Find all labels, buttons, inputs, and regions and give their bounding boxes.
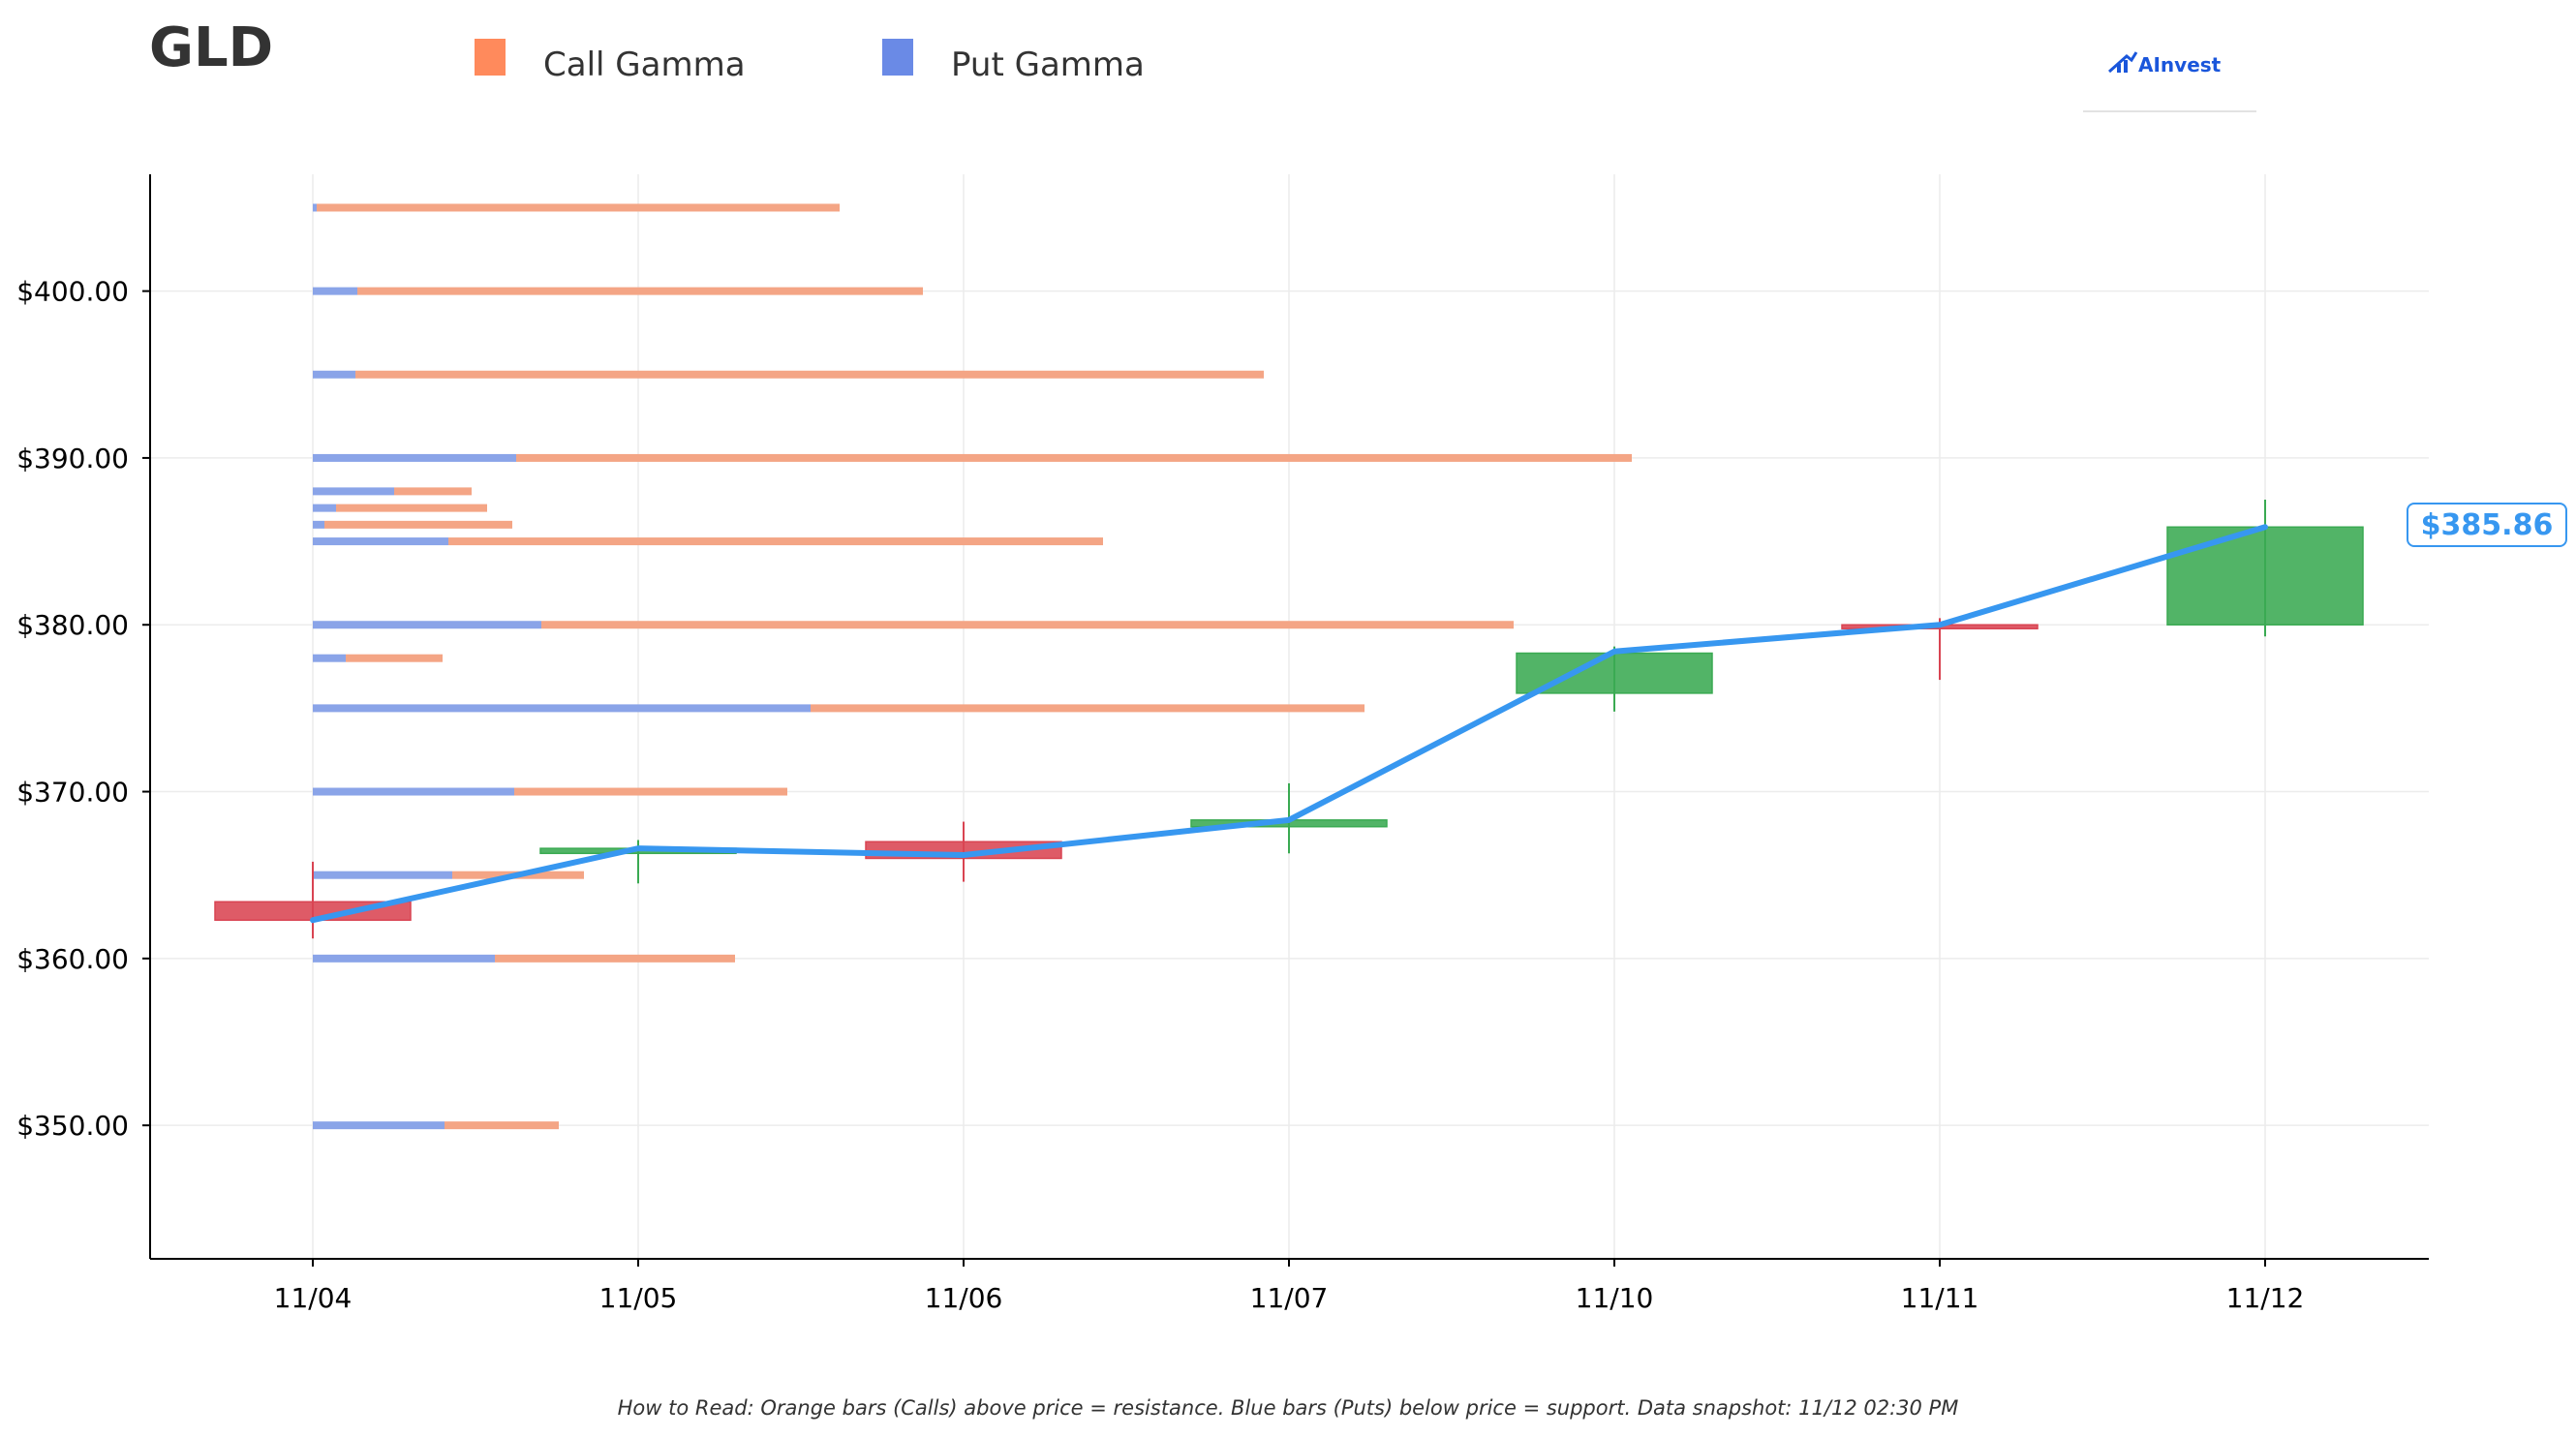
y-tick-label: $400.00 — [16, 276, 129, 308]
put-gamma-bar — [313, 871, 452, 879]
call-gamma-bar — [448, 537, 1103, 546]
y-tick-label: $370.00 — [16, 777, 129, 809]
call-gamma-bar — [317, 203, 840, 212]
price-line-group — [310, 524, 2268, 924]
grid — [150, 174, 2429, 1259]
put-gamma-bar — [313, 370, 355, 379]
put-gamma-bar — [313, 453, 516, 462]
last-price-box — [2407, 503, 2567, 547]
last-price-badge: $385.86 — [2407, 503, 2567, 547]
footnote: How to Read: Orange bars (Calls) above p… — [618, 1396, 1959, 1420]
put-gamma-bar — [313, 704, 811, 713]
put-gamma-bar — [313, 520, 324, 529]
call-gamma-bar — [394, 487, 472, 496]
x-tick-label: 11/07 — [1250, 1282, 1329, 1314]
call-gamma-bar — [357, 287, 923, 295]
price-line — [310, 524, 2268, 924]
legend: Call Gamma Put Gamma — [475, 39, 1145, 84]
put-gamma-bar — [313, 654, 346, 662]
legend-put-swatch — [882, 39, 913, 76]
call-gamma-bar — [516, 453, 1632, 462]
put-gamma-bar — [313, 621, 541, 629]
y-tick-label: $350.00 — [16, 1110, 129, 1142]
y-tick-label: $380.00 — [16, 609, 129, 641]
put-gamma-bar — [313, 287, 357, 295]
call-gamma-bar — [541, 621, 1514, 629]
call-gamma-bar — [445, 1121, 559, 1130]
legend-call-swatch — [475, 39, 506, 76]
x-tick-label: 11/06 — [925, 1282, 1003, 1314]
last-price-label: $385.86 — [2421, 508, 2554, 542]
put-gamma-bar — [313, 504, 336, 512]
call-gamma-bar — [336, 504, 487, 512]
tick-labels: $350.00 $360.00 $370.00 $380.00 $390.00 $400.… — [16, 276, 2304, 1314]
y-tick-label: $390.00 — [16, 443, 129, 474]
logo-text: AInvest — [2138, 53, 2222, 76]
y-tick-label: $360.00 — [16, 943, 129, 975]
call-gamma-bar — [324, 520, 512, 529]
candle-body — [2166, 526, 2364, 626]
call-gamma-bar — [495, 954, 735, 963]
gamma-bars — [313, 203, 1632, 1130]
legend-put-label: Put Gamma — [951, 46, 1145, 84]
axes — [142, 174, 2429, 1267]
x-tick-label: 11/04 — [274, 1282, 353, 1314]
x-tick-label: 11/05 — [599, 1282, 678, 1314]
x-tick-label: 11/12 — [2226, 1282, 2305, 1314]
put-gamma-bar — [313, 537, 448, 546]
candles — [214, 500, 2364, 939]
x-tick-label: 11/11 — [1901, 1282, 1979, 1314]
call-gamma-bar — [811, 704, 1365, 713]
put-gamma-bar — [313, 787, 514, 796]
ainvest-logo: AInvest — [2083, 51, 2256, 112]
call-gamma-bar — [355, 370, 1264, 379]
put-gamma-bar — [313, 203, 317, 212]
legend-call-label: Call Gamma — [543, 46, 746, 84]
put-gamma-bar — [313, 487, 394, 496]
put-gamma-bar — [313, 954, 495, 963]
call-gamma-bar — [514, 787, 787, 796]
chart-arrow-icon — [2108, 51, 2138, 74]
chart-title: GLD — [149, 16, 273, 79]
call-gamma-bar — [346, 654, 443, 662]
put-gamma-bar — [313, 1121, 445, 1130]
x-tick-label: 11/10 — [1576, 1282, 1654, 1314]
